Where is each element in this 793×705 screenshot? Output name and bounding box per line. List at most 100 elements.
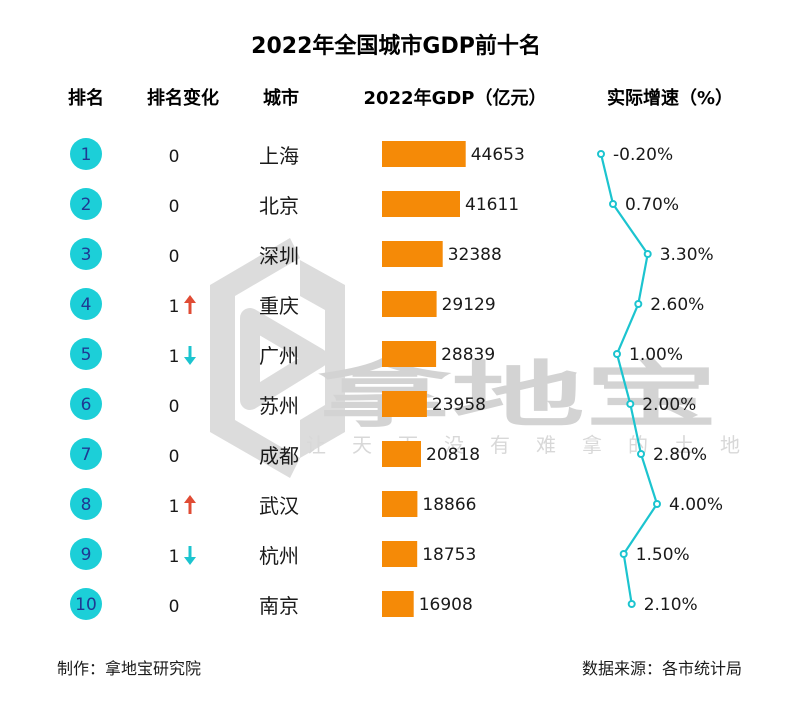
rank-number: 7 xyxy=(81,445,92,465)
growth-point xyxy=(637,450,645,458)
rank-change-value: 0 xyxy=(169,247,180,267)
growth-value-label: 4.00% xyxy=(669,495,723,515)
rank-change-value: 0 xyxy=(169,397,180,417)
gdp-value-label: 18753 xyxy=(422,545,476,565)
rank-change-value: 1 xyxy=(169,497,180,517)
rank-number: 10 xyxy=(75,595,97,615)
growth-point xyxy=(634,300,643,308)
rank-change-value: 0 xyxy=(169,197,180,217)
table-row: 5 1 广州 28839 xyxy=(70,338,495,370)
rank-number: 1 xyxy=(81,145,92,165)
city-name: 深圳 xyxy=(259,244,299,268)
table-row: 9 1 杭州 18753 xyxy=(70,538,476,570)
gdp-bar xyxy=(382,441,421,467)
rank-change-value: 1 xyxy=(169,347,180,367)
city-name: 广州 xyxy=(259,344,299,368)
city-name: 杭州 xyxy=(259,544,299,568)
rank-circle xyxy=(70,288,102,320)
watermark-logo xyxy=(210,238,345,478)
rank-circle xyxy=(70,438,102,470)
gdp-bar xyxy=(382,341,437,367)
growth-line: -0.20% 0.70% 3.30% 2.60% 1.00% 2.00% 2.80% 4.00… xyxy=(597,145,723,615)
city-name: 上海 xyxy=(259,144,299,168)
watermark-slogan: 让天下没有难拿的土地 xyxy=(306,433,766,457)
header-rank-change: 排名变化 xyxy=(147,87,219,109)
rank-change-value: 0 xyxy=(169,447,180,467)
table-row: 2 0 北京 41611 xyxy=(70,188,519,220)
gdp-bar xyxy=(382,591,414,617)
arrow-up-icon xyxy=(184,295,196,314)
gdp-bar xyxy=(382,391,427,417)
gdp-bar xyxy=(382,191,460,217)
rank-change-value: 1 xyxy=(169,297,180,317)
rank-number: 8 xyxy=(81,495,92,515)
rank-circle xyxy=(70,338,102,370)
gdp-bar xyxy=(382,541,418,567)
gdp-value-label: 32388 xyxy=(448,245,502,265)
arrow-up-icon xyxy=(184,495,196,514)
city-name: 武汉 xyxy=(259,494,299,518)
rank-change-value: 0 xyxy=(169,147,180,167)
gdp-bar xyxy=(382,291,437,317)
rank-number: 2 xyxy=(81,195,92,215)
growth-value-label: -0.20% xyxy=(613,145,673,165)
arrow-down-icon xyxy=(184,546,196,565)
growth-value-label: 2.60% xyxy=(650,295,704,315)
gdp-bar xyxy=(382,491,418,517)
gdp-value-label: 44653 xyxy=(471,145,525,165)
growth-point xyxy=(643,250,652,258)
table-row: 6 0 苏州 23958 xyxy=(70,388,486,420)
city-name: 成都 xyxy=(259,444,299,468)
gdp-value-label: 41611 xyxy=(465,195,519,215)
growth-value-label: 2.80% xyxy=(653,445,707,465)
growth-point xyxy=(627,600,636,608)
header-growth: 实际增速（%） xyxy=(607,87,733,109)
rank-circle xyxy=(70,238,102,270)
arrow-down-icon xyxy=(184,346,196,365)
rank-circle xyxy=(70,588,102,620)
growth-value-label: 2.10% xyxy=(644,595,698,615)
table-row: 10 0 南京 16908 xyxy=(70,588,473,620)
gdp-value-label: 29129 xyxy=(442,295,496,315)
rank-circle xyxy=(70,538,102,570)
rank-number: 6 xyxy=(81,395,92,415)
city-name: 苏州 xyxy=(259,394,299,418)
growth-point xyxy=(626,400,635,408)
growth-value-label: 1.50% xyxy=(636,545,690,565)
table-row: 3 0 深圳 32388 xyxy=(70,238,502,270)
gdp-value-label: 28839 xyxy=(441,345,495,365)
gdp-value-label: 23958 xyxy=(432,395,486,415)
rank-circle xyxy=(70,138,102,170)
growth-value-label: 0.70% xyxy=(625,195,679,215)
growth-point xyxy=(597,150,605,158)
gdp-value-label: 16908 xyxy=(419,595,473,615)
growth-point xyxy=(653,500,661,508)
footer-credit: 制作：拿地宝研究院 xyxy=(57,659,201,678)
gdp-value-label: 18866 xyxy=(422,495,476,515)
table-row: 7 0 成都 20818 xyxy=(70,438,480,470)
growth-value-label: 2.00% xyxy=(642,395,696,415)
city-name: 南京 xyxy=(259,594,299,618)
growth-point xyxy=(619,550,628,558)
rank-circle xyxy=(70,488,102,520)
growth-value-label: 1.00% xyxy=(629,345,683,365)
footer-source: 数据来源：各市统计局 xyxy=(582,659,742,678)
rank-change-value: 1 xyxy=(169,547,180,567)
table-row: 1 0 上海 44653 xyxy=(70,138,525,170)
rank-circle xyxy=(70,188,102,220)
city-name: 北京 xyxy=(259,194,299,218)
table-row: 4 1 重庆 29129 xyxy=(70,288,496,320)
gdp-bar xyxy=(382,241,443,267)
growth-value-label: 3.30% xyxy=(660,245,714,265)
growth-point xyxy=(609,200,617,208)
header-rank: 排名 xyxy=(68,87,104,109)
growth-point xyxy=(613,350,621,358)
rank-circle xyxy=(70,388,102,420)
rank-number: 9 xyxy=(81,545,92,565)
rank-number: 3 xyxy=(81,245,92,265)
gdp-bar xyxy=(382,141,466,167)
header-city: 城市 xyxy=(263,87,299,109)
gdp-value-label: 20818 xyxy=(426,445,480,465)
